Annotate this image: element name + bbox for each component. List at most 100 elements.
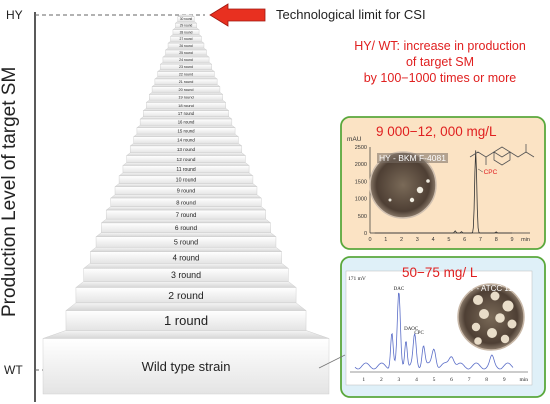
stair-step-label: 8 round (176, 200, 196, 206)
stair-tread (75, 281, 297, 288)
hy-y-tick: 2000 (355, 162, 367, 168)
stair-step-label: 18 round (178, 103, 194, 108)
stair-step-label: 9 round (177, 189, 196, 195)
hy-y-tick: 0 (364, 231, 367, 237)
stair-step-label: 2 round (168, 291, 204, 302)
stair-step-label: 15 round (177, 129, 195, 134)
stair-step-label: Wild type strain (142, 359, 231, 374)
hy-y-tick: 1500 (355, 179, 367, 185)
wt-x-tick: 7 (468, 377, 471, 383)
stair-tread (162, 54, 210, 58)
wt-tick-label: WT (4, 363, 23, 377)
stair-step-label: 23 round (179, 65, 193, 69)
stair-step-label: 19 round (178, 95, 193, 100)
stair-tread (110, 194, 262, 199)
stair-riser (42, 338, 330, 395)
hy-y-tick: 500 (358, 214, 367, 220)
y-axis-label: Production Level of target SM (0, 66, 20, 317)
wt-peak-label: DAOC (404, 327, 419, 332)
stair-step-label: 7 round (176, 212, 197, 219)
stair-step-label: 10 round (176, 178, 197, 184)
stair-step-label: 13 round (177, 147, 196, 152)
stair-tread (114, 183, 258, 187)
stair-tread (157, 69, 215, 72)
stair-tread (164, 47, 208, 51)
stair-step-label: 6 round (175, 225, 198, 232)
hy-x-unit: min (521, 237, 530, 243)
hy-x-tick: 5 (447, 237, 450, 243)
limit-note: Technological limit for CSI (276, 7, 426, 22)
stair-tread (154, 76, 218, 80)
stair-tread (133, 133, 239, 137)
stair-step-label: 4 round (173, 253, 200, 262)
stair-step-label: 14 round (177, 138, 195, 143)
stair-tread (151, 84, 221, 87)
stair-step-label: 30 round (180, 17, 193, 21)
wt-yield: 50−75 mg/ L (402, 265, 478, 280)
hy-peak-pointer (477, 168, 483, 173)
wt-x-tick: 8 (485, 377, 488, 383)
stair-tread (159, 62, 213, 65)
stair-step-label: 1 round (164, 313, 208, 328)
wt-x-tick: 9 (503, 377, 506, 383)
hy-x-tick: 0 (368, 237, 371, 243)
stair-step-label: 16 round (178, 120, 195, 125)
hy-x-tick: 6 (463, 237, 466, 243)
wt-strain-label: WT - ATCC 11500 (462, 284, 527, 293)
hy-y-tick: 2500 (355, 145, 367, 151)
hy-x-tick: 2 (400, 237, 403, 243)
hy-x-tick: 4 (432, 237, 435, 243)
hy-strain-label: HY - BKM F-4081 (377, 153, 448, 163)
wt-x-unit: min (519, 377, 528, 383)
stair-step-label: 17 round (178, 111, 195, 116)
stair-tread (129, 143, 243, 147)
hy-peak-label: CPC (484, 169, 498, 176)
stair-step-label: 21 round (179, 80, 194, 84)
stair-step-label: 29 round (180, 24, 193, 28)
stair-tread (95, 232, 277, 237)
hy-unit-label: mAU (347, 136, 362, 143)
wt-peak-label: DAC (394, 287, 405, 292)
hy-hplc-chart: mAU 2500 2000 1500 1000 500 00 1 2 3 4 5 6 7 8 9 min CPC (347, 136, 530, 243)
wt-x-tick: 3 (398, 377, 401, 383)
stair-tread (136, 125, 236, 128)
staircase: 30 round 29 round 28 round 27 round 26 round… (42, 14, 330, 395)
stair-tread (42, 330, 330, 339)
hy-y-tick: 1000 (355, 197, 367, 203)
hy-x-tick: 9 (510, 237, 513, 243)
increase-note-line1: HY/ WT: increase in production (354, 39, 526, 53)
wt-signal-label: 171 mV (348, 276, 366, 282)
stair-tread (118, 172, 254, 177)
cpc-molecule-icon (469, 144, 535, 166)
wt-x-tick: 6 (450, 377, 453, 383)
wt-connector-line (318, 354, 346, 369)
wt-trace (354, 292, 514, 370)
wt-petri-dish-icon (457, 283, 525, 351)
stair-tread (122, 162, 250, 166)
hy-x-tick: 8 (495, 237, 498, 243)
hy-yield: 9 000−12, 000 mg/L (376, 124, 497, 139)
stair-tread (83, 263, 289, 269)
hy-x-tick: 7 (479, 237, 482, 243)
stair-tread (65, 302, 307, 311)
stair-tread (100, 218, 272, 224)
wt-peak-label: CPC (414, 331, 424, 336)
stair-tread (126, 152, 246, 156)
stair-step-label: 24 round (179, 58, 193, 62)
hy-x-tick: 1 (384, 237, 387, 243)
hy-petri-dish-icon (369, 151, 437, 219)
wt-x-tick: 2 (380, 377, 383, 383)
increase-note-line3: by 100−1000 times or more (363, 71, 517, 85)
hy-tick-label: HY (6, 8, 23, 22)
stair-step-label: 22 round (179, 73, 193, 77)
stair-step-label: 28 round (180, 30, 193, 34)
wt-x-tick: 1 (362, 377, 365, 383)
stair-tread (89, 247, 283, 252)
hy-x-tick: 3 (416, 237, 419, 243)
wt-x-tick: 5 (433, 377, 436, 383)
stair-step-label: 3 round (171, 270, 201, 280)
stair-step-label: 25 round (179, 51, 193, 55)
hy-trace (374, 150, 512, 234)
